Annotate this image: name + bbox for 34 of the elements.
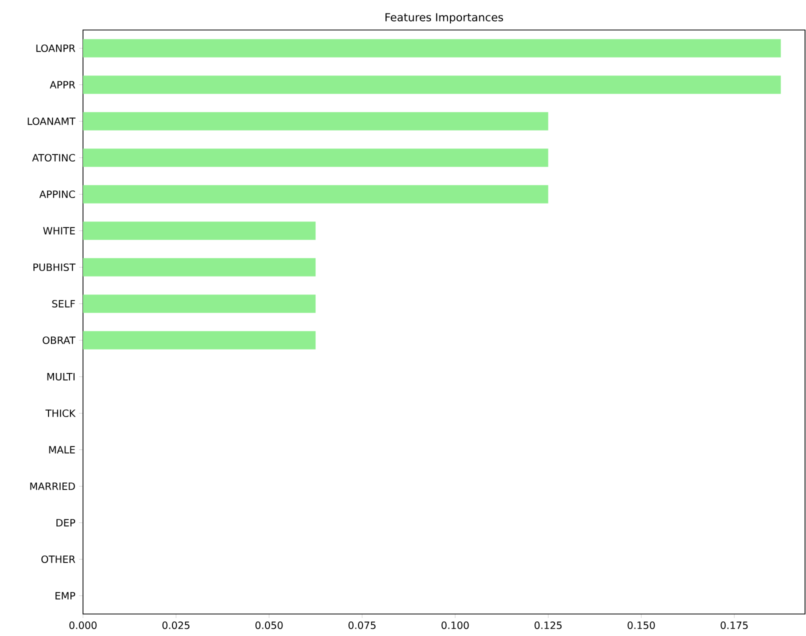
bar — [83, 222, 316, 240]
y-tick-label: THICK — [45, 409, 76, 418]
y-tick-label: MULTI — [47, 373, 75, 380]
x-tick-label: 0.050 — [255, 622, 283, 630]
y-tick-label: SELF — [52, 300, 75, 308]
bar — [83, 258, 316, 276]
y-tick-label: APPINC — [39, 190, 75, 198]
x-tick-label: 0.075 — [348, 622, 376, 630]
x-tick-label: 0.175 — [720, 622, 748, 630]
x-tick-label: 0.000 — [69, 622, 97, 630]
x-tick-label: 0.025 — [162, 622, 190, 630]
y-tick-label: PUBHIST — [33, 263, 76, 272]
y-tick-label: ATOTINC — [32, 154, 75, 162]
bar — [83, 39, 781, 58]
x-tick-label: 0.100 — [442, 622, 469, 630]
bar — [83, 76, 781, 94]
x-tick-label: 0.150 — [628, 622, 655, 630]
x-tick-label: 0.125 — [534, 622, 562, 630]
y-tick-label: MALE — [49, 446, 75, 454]
bar — [83, 185, 548, 204]
y-tick-label: MARRIED — [30, 482, 75, 490]
y-tick-label: WHITE — [43, 227, 75, 234]
bar — [83, 112, 548, 130]
y-tick-label: LOANPR — [36, 44, 76, 52]
chart-title: Features Importances — [386, 13, 504, 24]
bar — [83, 294, 316, 313]
y-tick-label: APPR — [50, 81, 76, 88]
y-tick-label: OBRAT — [42, 336, 76, 344]
bar — [83, 331, 316, 350]
y-tick-label: EMP — [56, 592, 76, 600]
y-tick-label: LOANAMT — [28, 117, 76, 126]
y-tick-label: DEP — [56, 519, 76, 526]
y-tick-label: OTHER — [41, 555, 76, 564]
bar — [83, 148, 548, 167]
